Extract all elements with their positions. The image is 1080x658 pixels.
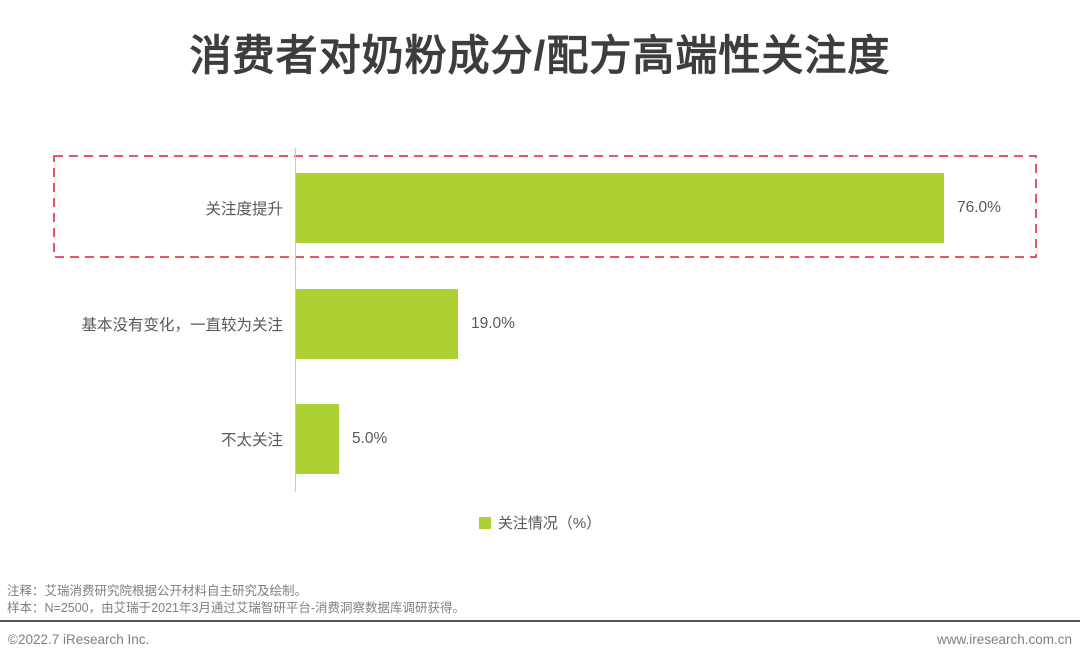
highlight-dashed-rect bbox=[53, 155, 1037, 258]
bar bbox=[296, 173, 944, 243]
value-label: 19.0% bbox=[471, 315, 515, 332]
footnote-source: 注释：艾瑞消费研究院根据公开材料自主研究及绘制。 bbox=[7, 584, 308, 598]
value-label: 76.0% bbox=[957, 199, 1001, 216]
category-label: 不太关注 bbox=[220, 432, 283, 449]
legend-swatch-icon bbox=[478, 516, 491, 529]
footer: ©2022.7 iResearch Inc. www.iresearch.com… bbox=[0, 624, 1080, 654]
bar bbox=[296, 404, 339, 474]
legend-label: 关注情况（%） bbox=[497, 515, 602, 532]
footnote-sample: 样本：N=2500，由艾瑞于2021年3月通过艾瑞智研平台-消费洞察数据库调研获… bbox=[7, 601, 466, 615]
bar bbox=[296, 289, 458, 359]
category-label: 基本没有变化，一直较为关注 bbox=[81, 317, 283, 334]
y-axis-line bbox=[295, 148, 296, 492]
category-label: 关注度提升 bbox=[205, 201, 283, 218]
website-link[interactable]: www.iresearch.com.cn bbox=[936, 631, 1072, 647]
highlight-dashed-box bbox=[53, 155, 1037, 258]
legend: 关注情况（%） bbox=[0, 512, 1080, 533]
copyright-text: ©2022.7 iResearch Inc. bbox=[8, 631, 150, 647]
footnotes: 注释：艾瑞消费研究院根据公开材料自主研究及绘制。 样本：N=2500，由艾瑞于2… bbox=[7, 583, 465, 617]
chart-title: 消费者对奶粉成分/配方高端性关注度 bbox=[189, 32, 891, 79]
footer-separator bbox=[0, 620, 1080, 622]
value-label: 5.0% bbox=[352, 430, 388, 447]
